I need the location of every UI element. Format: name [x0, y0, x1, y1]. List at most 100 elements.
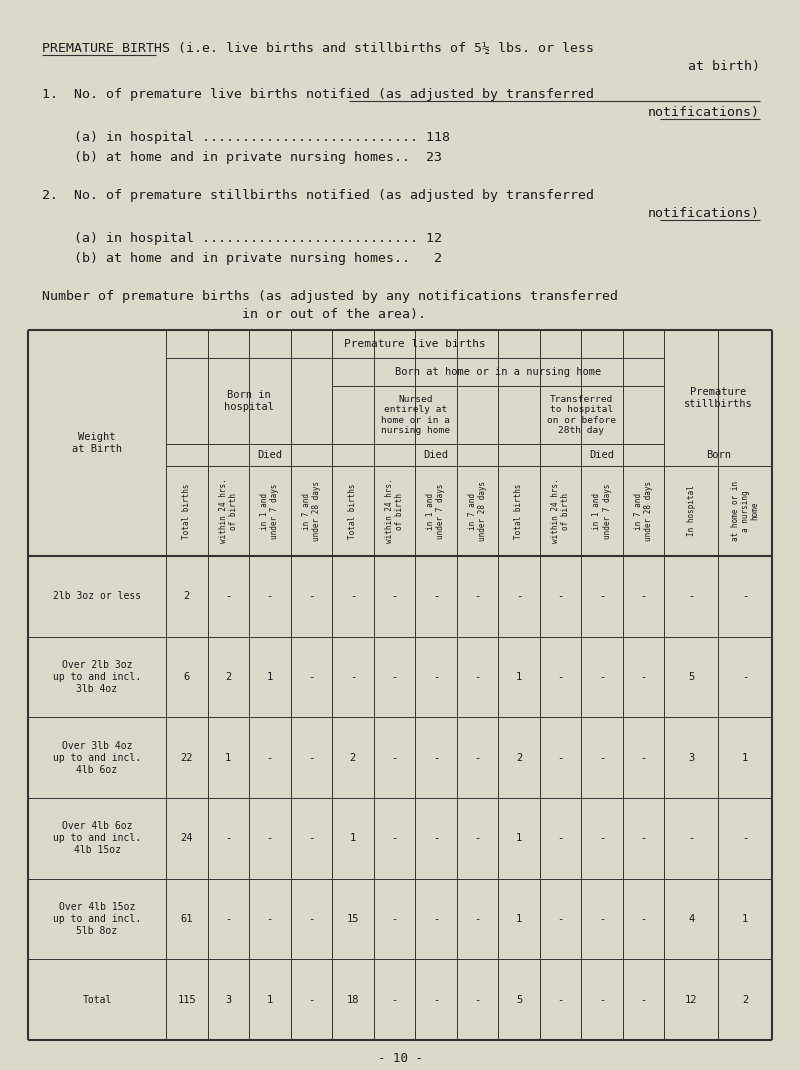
Text: 5: 5: [688, 672, 694, 682]
Text: -: -: [640, 834, 646, 843]
Text: -: -: [558, 592, 563, 601]
Text: -: -: [266, 752, 273, 763]
Text: -: -: [742, 834, 748, 843]
Text: -: -: [225, 592, 231, 601]
Text: in 1 and
under 7 days: in 1 and under 7 days: [260, 484, 279, 539]
Text: 1: 1: [742, 914, 748, 924]
Text: Nursed
entirely at
home or in a
nursing home: Nursed entirely at home or in a nursing …: [381, 395, 450, 435]
Text: Number of premature births (as adjusted by any notifications transferred: Number of premature births (as adjusted …: [42, 290, 618, 303]
Text: 15: 15: [346, 914, 359, 924]
Text: (i.e. live births and stillbirths of 5½ lbs. or less: (i.e. live births and stillbirths of 5½ …: [42, 42, 594, 55]
Text: notifications): notifications): [648, 106, 760, 119]
Text: Total births: Total births: [514, 484, 523, 539]
Text: -: -: [308, 834, 314, 843]
Text: Weight
at Birth: Weight at Birth: [72, 432, 122, 454]
Text: PREMATURE BIRTHS: PREMATURE BIRTHS: [42, 42, 170, 55]
Text: -: -: [474, 752, 481, 763]
Text: -: -: [391, 752, 398, 763]
Text: 2: 2: [742, 995, 748, 1005]
Text: Over 4lb 15oz
up to and incl.
5lb 8oz: Over 4lb 15oz up to and incl. 5lb 8oz: [53, 902, 141, 936]
Text: in 7 and
under 28 days: in 7 and under 28 days: [634, 480, 653, 541]
Text: 2: 2: [350, 752, 356, 763]
Text: 2: 2: [516, 752, 522, 763]
Text: 1: 1: [516, 834, 522, 843]
Text: -: -: [640, 592, 646, 601]
Text: 115: 115: [178, 995, 196, 1005]
Text: Over 3lb 4oz
up to and incl.
4lb 6oz: Over 3lb 4oz up to and incl. 4lb 6oz: [53, 740, 141, 775]
Text: Born in
hospital: Born in hospital: [224, 389, 274, 412]
Text: within 24 hrs.
of birth: within 24 hrs. of birth: [385, 478, 404, 544]
Text: -: -: [308, 914, 314, 924]
Text: 1: 1: [266, 672, 273, 682]
Text: (a) in hospital ........................... 12: (a) in hospital ........................…: [42, 232, 442, 245]
Text: in or out of the area).: in or out of the area).: [42, 308, 426, 321]
Text: 12: 12: [685, 995, 698, 1005]
Text: -: -: [742, 592, 748, 601]
Text: -: -: [308, 752, 314, 763]
Text: 2.  No. of premature stillbirths notified (as adjusted by transferred: 2. No. of premature stillbirths notified…: [42, 189, 594, 202]
Text: in 7 and
under 28 days: in 7 and under 28 days: [468, 480, 487, 541]
Text: -: -: [433, 834, 439, 843]
Text: at home or in
a nursing
home: at home or in a nursing home: [730, 480, 760, 541]
Text: 1: 1: [742, 752, 748, 763]
Text: 3: 3: [225, 995, 231, 1005]
Text: within 24 hrs.
of birth: within 24 hrs. of birth: [551, 478, 570, 544]
Text: 2: 2: [184, 592, 190, 601]
Text: -: -: [308, 995, 314, 1005]
Text: -: -: [474, 914, 481, 924]
Text: -: -: [225, 914, 231, 924]
Text: in 1 and
under 7 days: in 1 and under 7 days: [593, 484, 611, 539]
Text: -: -: [391, 592, 398, 601]
Text: (b) at home and in private nursing homes..   2: (b) at home and in private nursing homes…: [42, 253, 442, 265]
Text: -: -: [599, 995, 605, 1005]
Text: -: -: [391, 914, 398, 924]
Text: -: -: [308, 672, 314, 682]
Text: (b) at home and in private nursing homes..  23: (b) at home and in private nursing homes…: [42, 151, 442, 164]
Text: 2lb 3oz or less: 2lb 3oz or less: [53, 592, 141, 601]
Text: -: -: [558, 914, 563, 924]
Text: notifications): notifications): [648, 207, 760, 220]
Text: -: -: [599, 672, 605, 682]
Text: -: -: [599, 834, 605, 843]
Text: 1: 1: [225, 752, 231, 763]
Text: -: -: [558, 752, 563, 763]
Text: Premature
stillbirths: Premature stillbirths: [684, 386, 753, 409]
Text: Over 4lb 6oz
up to and incl.
4lb 15oz: Over 4lb 6oz up to and incl. 4lb 15oz: [53, 822, 141, 855]
Text: -: -: [433, 672, 439, 682]
Text: -: -: [688, 592, 694, 601]
Text: -: -: [640, 995, 646, 1005]
Text: Died: Died: [258, 450, 282, 460]
Text: -: -: [558, 672, 563, 682]
Text: -: -: [516, 592, 522, 601]
Text: 1: 1: [266, 995, 273, 1005]
Text: 4: 4: [688, 914, 694, 924]
Text: 6: 6: [184, 672, 190, 682]
Text: 18: 18: [346, 995, 359, 1005]
Text: in 7 and
under 28 days: in 7 and under 28 days: [302, 480, 321, 541]
Text: -: -: [225, 834, 231, 843]
Text: -: -: [558, 834, 563, 843]
Text: -: -: [742, 672, 748, 682]
Text: -: -: [308, 592, 314, 601]
Text: 22: 22: [181, 752, 193, 763]
Text: 1: 1: [516, 914, 522, 924]
Text: 2: 2: [225, 672, 231, 682]
Text: within 24 hrs.
of birth: within 24 hrs. of birth: [218, 478, 238, 544]
Text: (a) in hospital ........................... 118: (a) in hospital ........................…: [42, 131, 450, 144]
Text: -: -: [558, 995, 563, 1005]
Text: -: -: [474, 995, 481, 1005]
Text: -: -: [350, 592, 356, 601]
Text: -: -: [433, 995, 439, 1005]
Text: 24: 24: [181, 834, 193, 843]
Text: -: -: [391, 995, 398, 1005]
Text: 1: 1: [516, 672, 522, 682]
Text: -: -: [599, 592, 605, 601]
Text: 61: 61: [181, 914, 193, 924]
Text: Died: Died: [423, 450, 448, 460]
Text: -: -: [433, 752, 439, 763]
Text: 5: 5: [516, 995, 522, 1005]
Text: Born at home or in a nursing home: Born at home or in a nursing home: [395, 367, 602, 377]
Text: Total: Total: [82, 995, 112, 1005]
Text: 1: 1: [350, 834, 356, 843]
Text: -: -: [350, 672, 356, 682]
